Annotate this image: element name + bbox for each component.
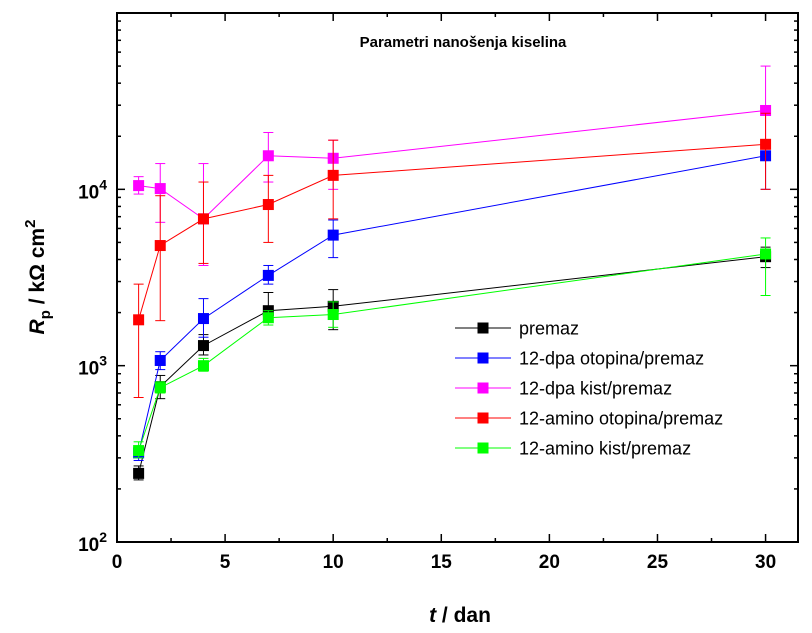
x-tick-label: 20 [539,552,560,573]
data-point [262,269,274,281]
legend-label: 12-dpa kist/premaz [519,379,672,399]
x-tick-label: 5 [220,552,231,573]
data-point [327,309,339,321]
data-point [262,312,274,324]
data-point [197,360,209,372]
axis-ticks [116,13,798,543]
series [133,65,772,266]
data-point [133,180,145,192]
x-tick-label: 10 [323,552,344,573]
data-point [197,340,209,352]
legend: premaz 12-dpa otopina/premaz 12-dpa kist/p… [455,319,723,459]
data-point [154,240,166,252]
series-line [138,256,766,474]
legend-label: 12-amino otopina/premaz [519,409,723,429]
x-tick-label: 25 [647,552,669,573]
data-point [760,138,772,150]
legend-marker [477,442,489,454]
data-point [760,104,772,116]
y-axis-title: Rp / kΩ cm2 [22,220,54,335]
data-point [133,467,145,479]
series [133,237,772,459]
legend-marker [477,412,489,424]
data-point [262,150,274,162]
x-tick-label: 15 [431,552,453,573]
legend-label: 12-amino kist/premaz [519,439,691,459]
plot-frame [116,12,799,543]
chart-title: Parametri nanošenja kiselina [360,34,567,51]
y-tick-label: 102 [78,529,107,556]
data-point [154,382,166,394]
x-axis-title: t / dan [429,604,491,627]
data-point [760,248,772,260]
data-point [327,169,339,181]
series-line [138,253,766,451]
x-tick-label: 0 [112,552,123,573]
data-point [262,199,274,211]
legend-item: 12-dpa kist/premaz [455,379,672,399]
data-point [197,213,209,225]
legend-label: 12-dpa otopina/premaz [519,349,704,369]
legend-item: 12-amino otopina/premaz [455,409,723,429]
series-layer [133,65,772,481]
data-point [133,314,145,326]
data-point [133,445,145,457]
series-line [138,143,766,320]
series [133,112,772,398]
data-point [327,229,339,241]
data-point [154,183,166,195]
x-tick-label: 30 [755,552,776,573]
legend-label: premaz [519,319,579,339]
series-line [138,155,766,454]
y-tick-label: 104 [78,176,107,203]
series-line [138,110,766,220]
legend-item: premaz [455,319,579,339]
y-tick-label: 103 [78,353,107,380]
legend-item: 12-amino kist/premaz [455,439,691,459]
legend-marker [477,382,489,394]
legend-item: 12-dpa otopina/premaz [455,349,704,369]
data-point [154,354,166,366]
legend-marker [477,352,489,364]
tick-labels: 0 5 10 15 20 25 30 102 103 104 [78,176,776,573]
data-point [197,313,209,325]
legend-marker [477,322,489,334]
